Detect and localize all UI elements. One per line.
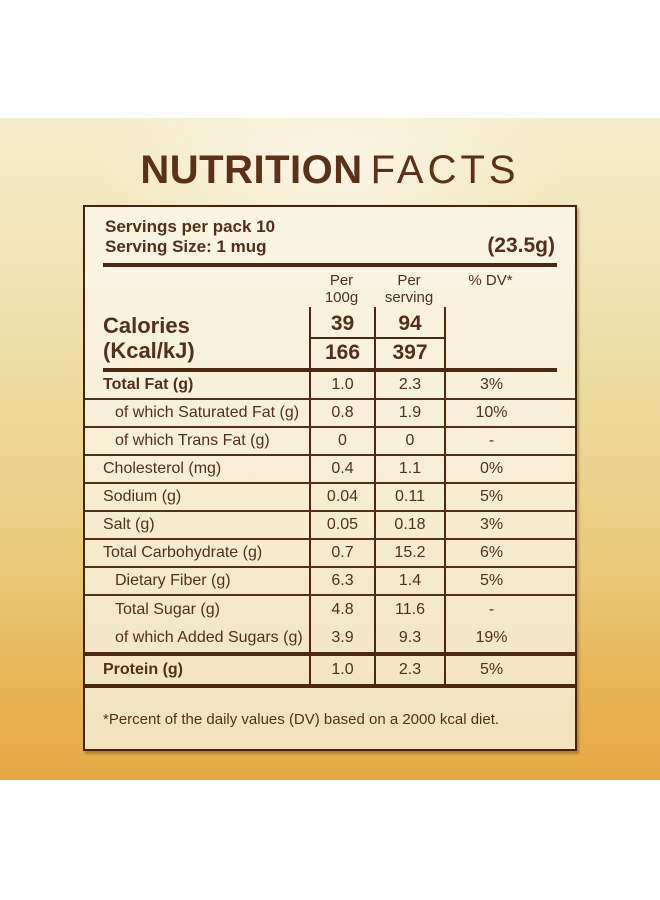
nutrient-per-100g: 0.4 xyxy=(309,456,374,482)
column-header-spacer xyxy=(103,272,309,307)
divider-thick xyxy=(103,263,557,267)
title-nutrition: NUTRITION xyxy=(140,148,363,192)
nutrient-per-100g: 0.7 xyxy=(309,540,374,566)
nutrient-per-100g: 1.0 xyxy=(309,372,374,398)
nutrient-per-100g: 3.9 xyxy=(309,624,374,652)
serving-size-text: Serving Size: 1 mug xyxy=(105,237,267,256)
table-row: Total Fat (g) 1.0 2.3 3% xyxy=(85,372,575,400)
nutrient-dv: - xyxy=(444,428,557,454)
nutrient-dv: 5% xyxy=(444,568,557,594)
nutrient-per-100g: 0.8 xyxy=(309,400,374,426)
nutrient-per-serving: 2.3 xyxy=(374,372,444,398)
calories-dv-empty xyxy=(444,307,557,368)
nutrient-per-serving: 0.11 xyxy=(374,484,444,510)
nutrient-label: of which Trans Fat (g) xyxy=(115,432,270,449)
nutrient-per-serving: 15.2 xyxy=(374,540,444,566)
nutrient-per-serving: 1.9 xyxy=(374,400,444,426)
nutrient-label: of which Added Sugars (g) xyxy=(115,629,303,646)
nutrient-table: Total Fat (g) 1.0 2.3 3% of which Satura… xyxy=(85,372,575,688)
table-row: of which Trans Fat (g) 0 0 - xyxy=(85,428,575,456)
column-header-per-serving: Per serving xyxy=(384,272,434,306)
nutrient-per-100g: 0 xyxy=(309,428,374,454)
nutrient-label: Total Fat (g) xyxy=(103,376,194,393)
nutrient-label: Total Sugar (g) xyxy=(115,601,220,618)
servings-per-pack-text: Servings per pack 10 xyxy=(105,217,276,236)
table-row: Protein (g) 1.0 2.3 5% xyxy=(85,656,575,684)
serving-weight-text: (23.5g) xyxy=(487,234,555,257)
table-row: Salt (g) 0.05 0.18 3% xyxy=(85,512,575,540)
nutrient-label: Dietary Fiber (g) xyxy=(115,572,231,589)
nutrient-per-100g: 6.3 xyxy=(309,568,374,594)
title-facts: FACTS xyxy=(370,148,520,192)
nutrient-per-serving: 1.4 xyxy=(374,568,444,594)
nutrient-label: of which Saturated Fat (g) xyxy=(115,404,300,421)
nutrient-per-serving: 2.3 xyxy=(374,656,444,684)
nutrient-per-100g: 4.8 xyxy=(309,596,374,624)
nutrient-dv: 5% xyxy=(444,484,557,510)
nutrient-label: Salt (g) xyxy=(103,516,155,533)
nutrient-dv: 19% xyxy=(444,624,557,652)
nutrient-per-serving: 11.6 xyxy=(374,596,444,624)
divider-thick xyxy=(103,368,557,372)
nutrient-per-100g: 0.04 xyxy=(309,484,374,510)
nutrient-label: Total Carbohydrate (g) xyxy=(103,544,263,561)
label-artwork-background: NUTRITION FACTS Servings per pack 10 Serv… xyxy=(0,118,660,780)
nutrient-per-100g: 1.0 xyxy=(309,656,374,684)
table-row: Total Carbohydrate (g) 0.7 15.2 6% xyxy=(85,540,575,568)
table-row: Cholesterol (mg) 0.4 1.1 0% xyxy=(85,456,575,484)
table-row: Sodium (g) 0.04 0.11 5% xyxy=(85,484,575,512)
nutrient-dv: 3% xyxy=(444,512,557,538)
nutrient-dv: 3% xyxy=(444,372,557,398)
divider-thick xyxy=(85,652,575,656)
serving-info-lines: Servings per pack 10 Serving Size: 1 mug xyxy=(105,217,275,257)
table-row: of which Added Sugars (g) 3.9 9.3 19% xyxy=(85,624,575,652)
nutrient-label: Cholesterol (mg) xyxy=(103,460,222,477)
label-title: NUTRITION FACTS xyxy=(0,148,660,193)
calories-per-100g: 39 166 xyxy=(309,307,374,368)
nutrient-dv: 0% xyxy=(444,456,557,482)
nutrient-label: Sodium (g) xyxy=(103,488,182,505)
column-headers-row: Per 100g Per serving % DV* xyxy=(85,267,575,307)
dv-footnote: *Percent of the daily values (DV) based … xyxy=(103,711,500,728)
nutrient-dv: - xyxy=(444,596,557,624)
nutrient-label: Protein (g) xyxy=(103,661,183,678)
nutrition-facts-panel: Servings per pack 10 Serving Size: 1 mug… xyxy=(83,205,577,751)
table-row: Total Sugar (g) 4.8 11.6 - xyxy=(85,596,575,624)
nutrient-per-serving: 0.18 xyxy=(374,512,444,538)
calories-per-serving-kj: 397 xyxy=(392,341,428,364)
nutrient-per-100g: 0.05 xyxy=(309,512,374,538)
nutrient-dv: 10% xyxy=(444,400,557,426)
calories-per-100g-kj: 166 xyxy=(324,341,361,364)
nutrient-dv: 5% xyxy=(444,656,557,684)
serving-info-header: Servings per pack 10 Serving Size: 1 mug… xyxy=(85,207,575,263)
nutrient-per-serving: 0 xyxy=(374,428,444,454)
calories-row: Calories (Kcal/kJ) 39 166 94 397 xyxy=(85,307,575,368)
divider-thick xyxy=(85,684,575,688)
calories-label: Calories (Kcal/kJ) xyxy=(103,313,195,363)
calories-per-serving-kcal: 94 xyxy=(376,311,444,339)
nutrient-per-serving: 1.1 xyxy=(374,456,444,482)
column-header-dv: % DV* xyxy=(468,272,513,289)
calories-per-100g-kcal: 39 xyxy=(311,311,374,339)
table-row: Dietary Fiber (g) 6.3 1.4 5% xyxy=(85,568,575,596)
calories-per-serving: 94 397 xyxy=(374,307,444,368)
nutrient-per-serving: 9.3 xyxy=(374,624,444,652)
nutrient-dv: 6% xyxy=(444,540,557,566)
table-row: of which Saturated Fat (g) 0.8 1.9 10% xyxy=(85,400,575,428)
column-header-per-100g: Per 100g xyxy=(324,272,359,306)
